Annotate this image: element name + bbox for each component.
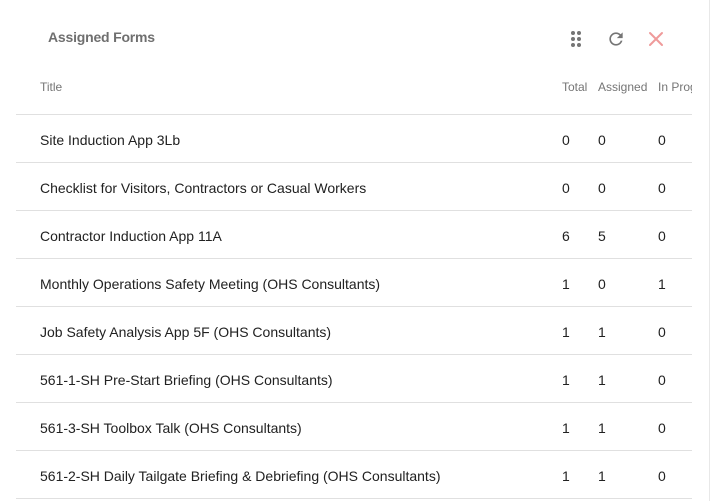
table-row[interactable]: Checklist for Visitors, Contractors or C…	[16, 163, 692, 211]
table-row[interactable]: 561-2-SH Daily Tailgate Briefing & Debri…	[16, 451, 692, 499]
in-progress-count: 0	[658, 132, 666, 148]
in-progress-count: 0	[658, 372, 666, 388]
form-title: Contractor Induction App 11A	[40, 228, 222, 244]
assigned-forms-table: Title Total Assigned In Progress Site In…	[16, 62, 692, 499]
form-title: Checklist for Visitors, Contractors or C…	[40, 180, 367, 196]
close-icon[interactable]	[643, 26, 669, 52]
in-progress-count: 0	[658, 228, 666, 244]
form-title: 561-1-SH Pre-Start Briefing (OHS Consult…	[40, 372, 333, 388]
assigned-count: 0	[598, 132, 606, 148]
assigned-count: 0	[598, 180, 606, 196]
table-row[interactable]: Site Induction App 3Lb 0 0 0	[16, 115, 692, 163]
column-header-total[interactable]: Total	[562, 80, 588, 94]
assigned-count: 0	[598, 276, 606, 292]
total-count: 1	[562, 324, 570, 340]
in-progress-count: 0	[658, 420, 666, 436]
in-progress-count: 1	[658, 276, 666, 292]
total-count: 1	[562, 468, 570, 484]
refresh-icon[interactable]	[603, 26, 629, 52]
table-row[interactable]: 561-3-SH Toolbox Talk (OHS Consultants) …	[16, 403, 692, 451]
assigned-count: 1	[598, 468, 606, 484]
total-count: 6	[562, 228, 570, 244]
total-count: 1	[562, 276, 570, 292]
drag-handle-icon[interactable]	[563, 26, 589, 52]
form-title: 561-3-SH Toolbox Talk (OHS Consultants)	[40, 420, 302, 436]
in-progress-count: 0	[658, 324, 666, 340]
table-row[interactable]: Contractor Induction App 11A 6 5 0	[16, 211, 692, 259]
assigned-count: 5	[598, 228, 606, 244]
in-progress-count: 0	[658, 468, 666, 484]
column-header-assigned[interactable]: Assigned	[598, 80, 648, 94]
column-header-in-progress[interactable]: In Progress	[658, 80, 692, 94]
column-header-title[interactable]: Title	[40, 80, 63, 94]
form-title: Monthly Operations Safety Meeting (OHS C…	[40, 276, 381, 292]
total-count: 0	[562, 132, 570, 148]
total-count: 1	[562, 420, 570, 436]
table-row[interactable]: Job Safety Analysis App 5F (OHS Consulta…	[16, 307, 692, 355]
form-title: Job Safety Analysis App 5F (OHS Consulta…	[40, 324, 332, 340]
total-count: 0	[562, 180, 570, 196]
form-title: 561-2-SH Daily Tailgate Briefing & Debri…	[40, 468, 441, 484]
widget-actions	[560, 26, 670, 52]
assigned-count: 1	[598, 372, 606, 388]
form-title: Site Induction App 3Lb	[40, 132, 181, 148]
assigned-count: 1	[598, 324, 606, 340]
widget-title: Assigned Forms	[48, 29, 155, 45]
table-row[interactable]: Monthly Operations Safety Meeting (OHS C…	[16, 259, 692, 307]
table-row[interactable]: 561-1-SH Pre-Start Briefing (OHS Consult…	[16, 355, 692, 403]
assigned-count: 1	[598, 420, 606, 436]
table-header: Title Total Assigned In Progress	[16, 62, 692, 115]
total-count: 1	[562, 372, 570, 388]
in-progress-count: 0	[658, 180, 666, 196]
